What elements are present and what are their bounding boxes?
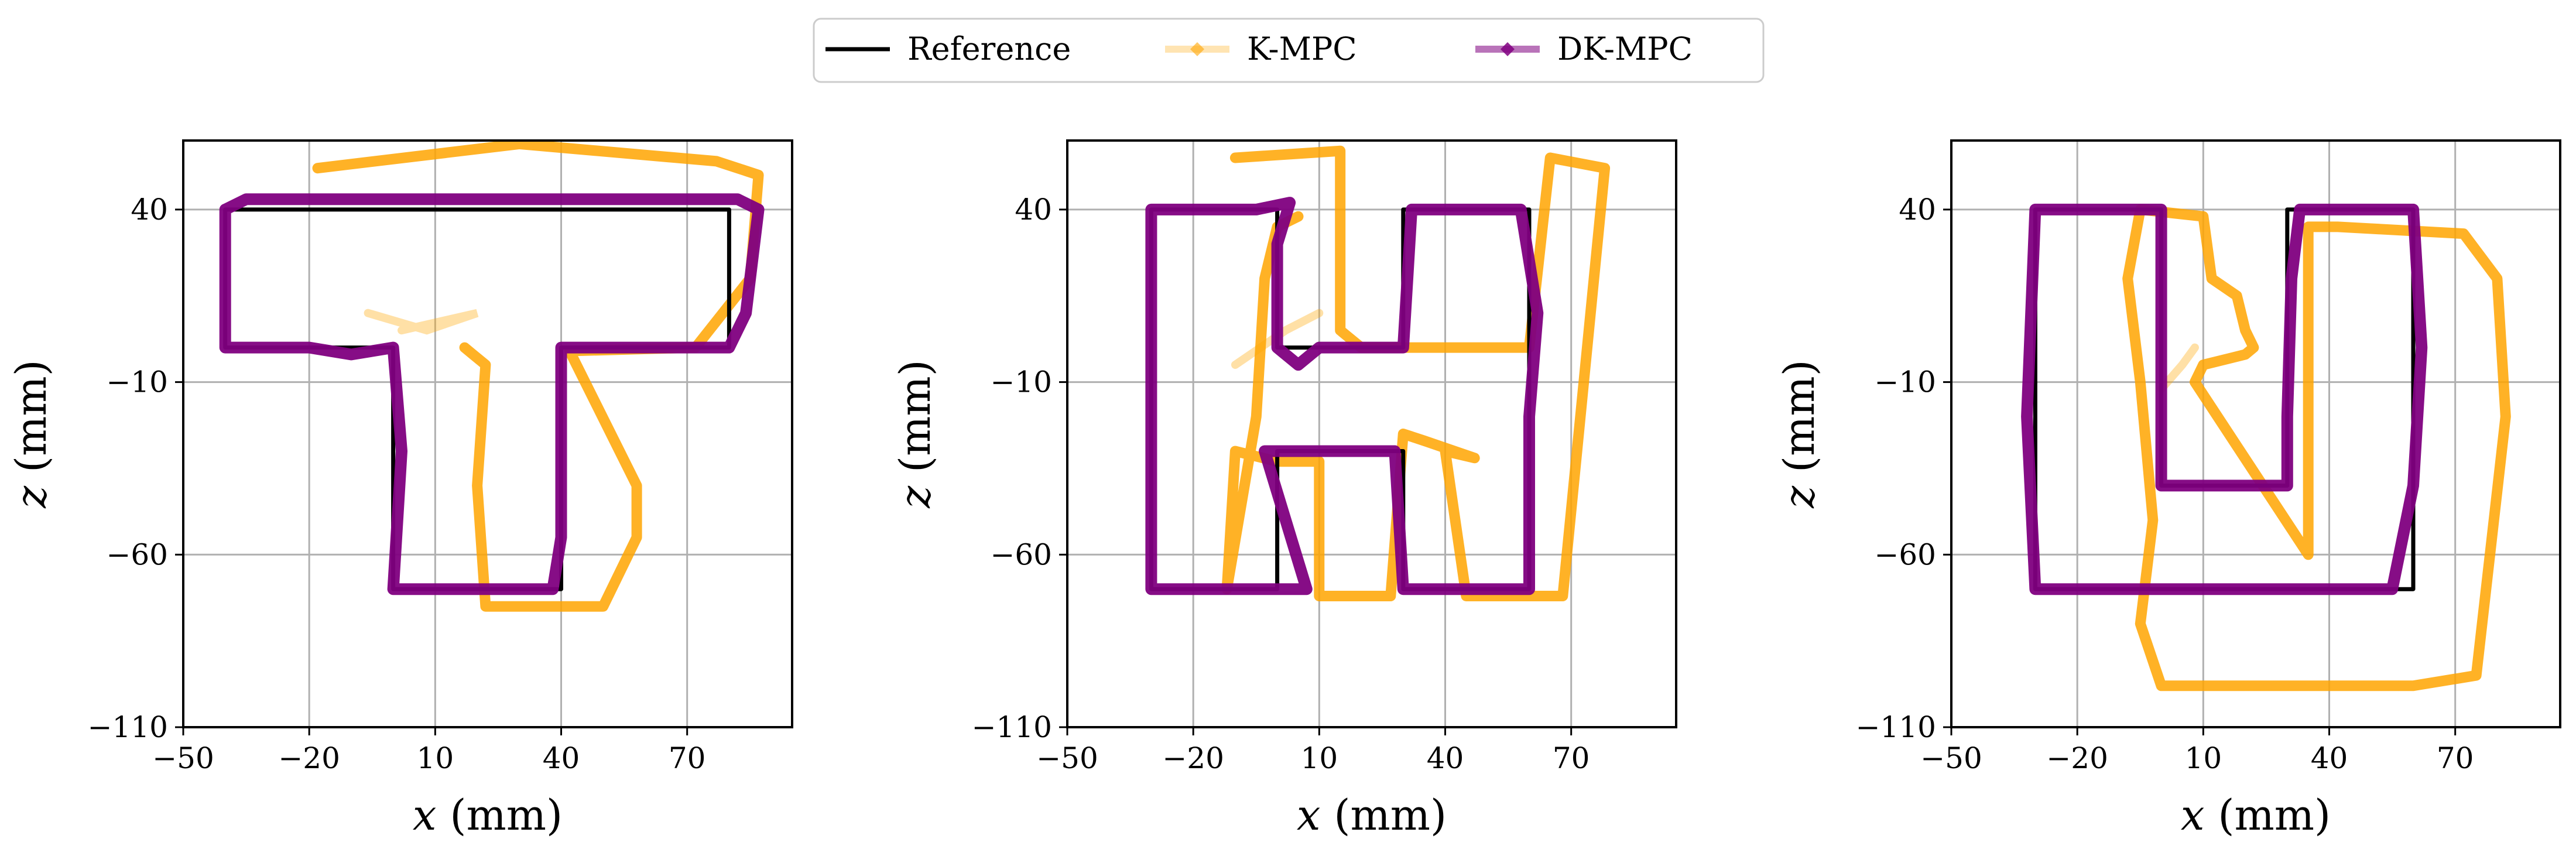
legend-label: Reference bbox=[907, 30, 1071, 67]
series-line-dk-mpc bbox=[219, 193, 765, 595]
panel-u: −50 −20 10 40 70 −110 −60 −10 40 x (mm) z (mm) bbox=[1775, 139, 2561, 840]
legend-entry-reference: Reference bbox=[825, 30, 1071, 67]
y-tick-label: 40 bbox=[1015, 193, 1052, 227]
y-tick-label: −110 bbox=[972, 710, 1052, 744]
x-tick-label: 10 bbox=[417, 741, 454, 775]
plot-area bbox=[1067, 141, 1676, 727]
x-tick-label: 40 bbox=[543, 741, 580, 775]
y-axis-label: z (mm) bbox=[890, 359, 940, 509]
y-tick-label: −10 bbox=[106, 365, 168, 399]
series-line-dk-mpc bbox=[1145, 197, 1544, 595]
x-tick-label: −50 bbox=[152, 741, 214, 775]
y-tick-label: −60 bbox=[990, 537, 1052, 571]
y-axis-label: z (mm) bbox=[1775, 359, 1824, 509]
y-tick-label: −10 bbox=[1874, 365, 1936, 399]
series-line-k-mpc bbox=[312, 141, 764, 612]
legend-swatch-marker bbox=[1501, 42, 1515, 56]
series-line-k-mpc bbox=[1221, 145, 1611, 601]
legend-frame bbox=[813, 18, 1765, 83]
x-axis-label: x (mm) bbox=[1297, 790, 1447, 840]
legend-label: DK-MPC bbox=[1557, 30, 1693, 67]
series-line-k-mpc-faded bbox=[2157, 343, 2199, 393]
y-axis-label: z (mm) bbox=[6, 359, 56, 509]
y-tick-label: −10 bbox=[990, 365, 1052, 399]
panel-t: −50 −20 10 40 70 −110 −60 −10 40 x (mm) z (mm) bbox=[6, 139, 793, 840]
plot-area bbox=[1951, 141, 2560, 727]
x-tick-label: −50 bbox=[1036, 741, 1098, 775]
axes-frame bbox=[1950, 139, 2561, 728]
panel-h: −50 −20 10 40 70 −110 −60 −10 40 x (mm) z (mm) bbox=[890, 139, 1677, 840]
series-line-k-mpc-faded bbox=[364, 309, 479, 335]
x-tick-label: 70 bbox=[2437, 741, 2474, 775]
x-tick-label: −20 bbox=[1162, 741, 1224, 775]
x-tick-label: 40 bbox=[2311, 741, 2348, 775]
x-tick-label: 10 bbox=[2185, 741, 2222, 775]
axes-frame bbox=[182, 139, 793, 728]
y-tick-label: −60 bbox=[106, 537, 168, 571]
y-tick-label: 40 bbox=[1899, 193, 1936, 227]
x-tick-label: −20 bbox=[2046, 741, 2108, 775]
legend-label: K-MPC bbox=[1247, 30, 1357, 67]
y-tick-label: 40 bbox=[131, 193, 168, 227]
legend-swatch-marker bbox=[1190, 42, 1204, 56]
legend: Reference K-MPC DK-MPC bbox=[813, 18, 1765, 83]
x-tick-label: 40 bbox=[1427, 741, 1464, 775]
x-tick-label: −50 bbox=[1920, 741, 1982, 775]
y-tick-label: −110 bbox=[88, 710, 168, 744]
x-tick-label: 70 bbox=[669, 741, 706, 775]
x-tick-label: 10 bbox=[1301, 741, 1338, 775]
x-axis-label: x (mm) bbox=[2181, 790, 2331, 840]
y-tick-label: −60 bbox=[1874, 537, 1936, 571]
plot-area bbox=[183, 141, 792, 727]
legend-entry-dk-mpc: DK-MPC bbox=[1475, 30, 1693, 67]
legend-entry-k-mpc: K-MPC bbox=[1165, 30, 1357, 67]
x-tick-label: 70 bbox=[1553, 741, 1590, 775]
y-tick-label: −110 bbox=[1856, 710, 1936, 744]
series-line-k-mpc-faded bbox=[1231, 309, 1324, 369]
x-axis-label: x (mm) bbox=[413, 790, 563, 840]
x-tick-label: −20 bbox=[278, 741, 340, 775]
series-line-dk-mpc bbox=[2021, 203, 2428, 595]
axes-frame bbox=[1066, 139, 1677, 728]
